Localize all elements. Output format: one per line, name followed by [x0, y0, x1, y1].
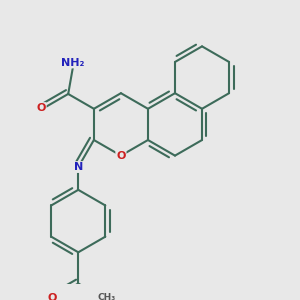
Text: O: O — [36, 103, 46, 113]
Text: O: O — [116, 151, 126, 160]
Text: N: N — [74, 162, 83, 172]
Text: NH₂: NH₂ — [61, 58, 85, 68]
Text: O: O — [47, 292, 57, 300]
Text: CH₃: CH₃ — [97, 293, 116, 300]
